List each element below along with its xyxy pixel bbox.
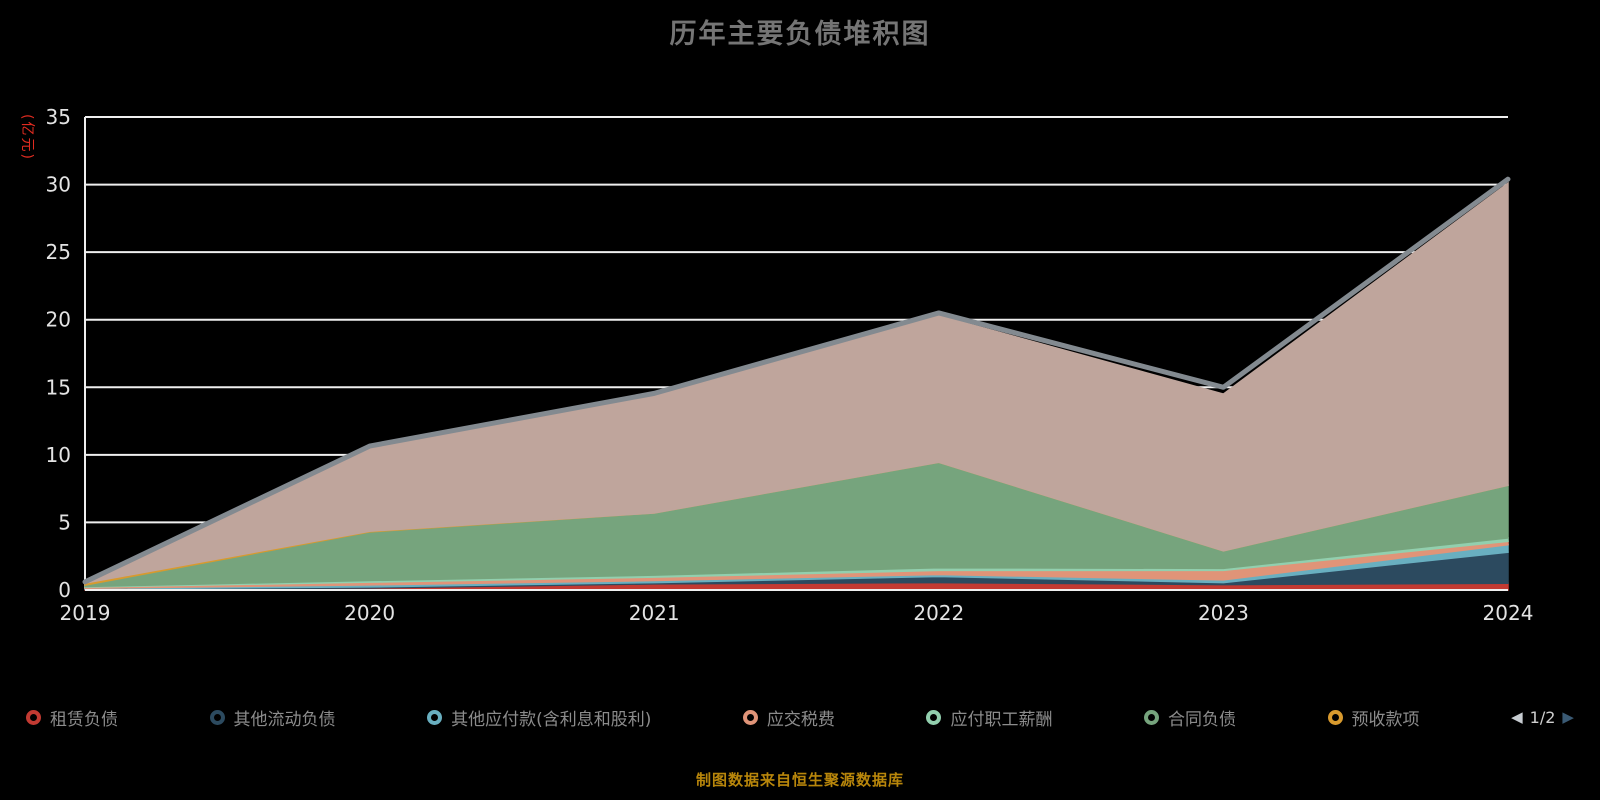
legend-item-0[interactable]: 租赁负债: [26, 705, 118, 730]
legend-marker-icon: [1144, 709, 1159, 725]
legend-item-label: 应交税费: [766, 709, 835, 730]
y-tick-label: 35: [46, 105, 71, 129]
x-tick-label: 2022: [913, 601, 964, 625]
x-tick-label: 2023: [1198, 601, 1249, 625]
y-tick-label: 25: [46, 240, 71, 264]
legend-item-label: 其他应付款(含利息和股利): [451, 709, 652, 730]
legend-item-2[interactable]: 其他应付款(含利息和股利): [427, 705, 651, 730]
legend-item-6[interactable]: 预收款项: [1327, 705, 1420, 730]
legend-marker-icon: [926, 709, 942, 725]
legend-item-label: 合同负债: [1168, 709, 1236, 730]
legend: 租赁负债 其他流动负债 其他应付款(含利息和股利) 应交税费 应付职工薪酬 合同负债 预收款…: [0, 700, 1600, 734]
legend-item-label: 其他流动负债: [233, 709, 336, 730]
x-tick-label: 2020: [344, 601, 395, 625]
legend-item-5[interactable]: 合同负债: [1144, 705, 1236, 730]
legend-item-label: 租赁负债: [50, 709, 118, 730]
legend-prev-icon[interactable]: ◀: [1511, 708, 1523, 726]
legend-item-label: 应付职工薪酬: [950, 709, 1053, 730]
chart-title: 历年主要负债堆积图: [669, 19, 931, 50]
legend-item-3[interactable]: 应交税费: [742, 705, 835, 730]
x-tick-label: 2024: [1483, 601, 1534, 625]
y-tick-label: 20: [46, 308, 71, 332]
legend-marker-icon: [26, 709, 41, 725]
x-tick-label: 2021: [629, 601, 680, 625]
data-source-note: 制图数据来自恒生聚源数据库: [695, 771, 904, 789]
legend-marker-icon: [209, 709, 225, 725]
legend-marker-icon: [427, 709, 443, 725]
legend-item-1[interactable]: 其他流动负债: [209, 705, 336, 730]
y-tick-label: 5: [58, 510, 71, 534]
legend-next-icon[interactable]: ▶: [1562, 708, 1574, 726]
legend-marker-icon: [1327, 709, 1343, 725]
y-tick-label: 30: [46, 173, 71, 197]
y-tick-label: 0: [58, 578, 71, 602]
legend-page-indicator: 1/2: [1529, 707, 1556, 727]
total-liabilities-line: [82, 176, 1511, 585]
x-tick-label: 2019: [60, 601, 111, 625]
legend-marker-icon: [742, 709, 758, 725]
y-tick-label: 15: [46, 375, 71, 399]
legend-item-4[interactable]: 应付职工薪酬: [926, 705, 1052, 730]
legend-item-label: 预收款项: [1351, 709, 1420, 730]
legend-pagination: ◀ 1/2 ▶: [1511, 708, 1574, 727]
y-tick-label: 10: [46, 443, 71, 467]
